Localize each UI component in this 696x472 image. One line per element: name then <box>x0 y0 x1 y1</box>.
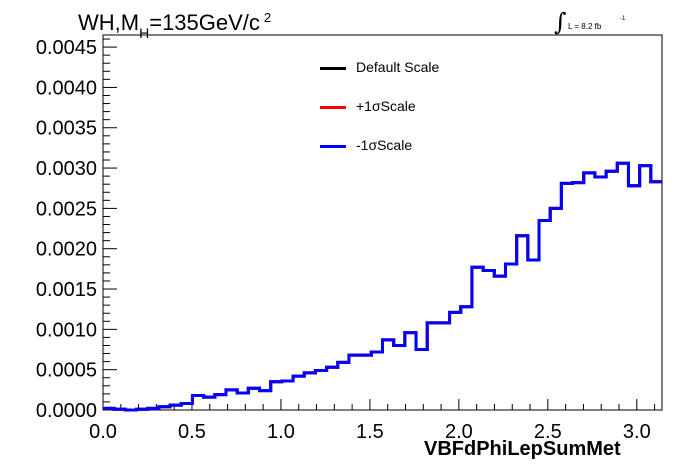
title-main: WH,M <box>78 10 140 35</box>
series-line-2 <box>103 161 662 412</box>
y-tick-label: 0.0025 <box>36 198 97 220</box>
luminosity-text: L = 8.2 fb <box>568 22 602 31</box>
legend-swatch-plus1sigma <box>320 106 346 109</box>
y-tick-label: 0.0035 <box>36 118 97 140</box>
series-group <box>103 161 662 412</box>
x-axis-label: VBFdPhiLepSumMet <box>424 438 621 460</box>
legend-label-plus1sigma: +1σScale <box>356 98 416 114</box>
y-tick-label: 0.0040 <box>36 77 97 99</box>
y-tick-label: 0.0000 <box>36 400 97 422</box>
y-tick-label: 0.0045 <box>36 37 97 59</box>
plot-frame <box>102 34 663 411</box>
x-tick-label: 3.0 <box>623 421 651 443</box>
legend-swatch-default <box>320 67 346 70</box>
title-superscript: 2 <box>263 10 272 25</box>
y-tick-label: 0.0030 <box>36 158 97 180</box>
y-tick-label: 0.0005 <box>36 360 97 382</box>
y-tick-label: 0.0010 <box>36 319 97 341</box>
legend-label-default: Default Scale <box>356 59 440 75</box>
x-tick-label: 0.5 <box>178 421 206 443</box>
y-tick-label: 0.0020 <box>36 239 97 261</box>
y-tick-label: 0.0015 <box>36 279 97 301</box>
y-axis: 0.0000 0.0005 0.0010 0.0015 0.0020 0.0025 0.00… <box>36 37 117 422</box>
legend-label-minus1sigma: -1σScale <box>356 137 413 153</box>
title-rest: =135GeV/c <box>149 10 260 35</box>
integral-icon: ∫ <box>554 8 567 36</box>
series-line-0 <box>103 161 662 412</box>
title-subscript: H <box>139 25 150 41</box>
plot-border <box>102 34 663 411</box>
x-axis: 0.0 0.5 1.0 1.5 2.0 2.5 3.0 <box>89 399 656 443</box>
legend-swatch-minus1sigma <box>320 145 346 148</box>
x-tick-label: 1.0 <box>267 421 295 443</box>
x-tick-label: 2.5 <box>534 421 562 443</box>
x-tick-label: 1.5 <box>356 421 384 443</box>
chart-title: WH,MH=135GeV/c 2 <box>78 10 271 41</box>
x-tick-label: 2.0 <box>445 421 473 443</box>
x-tick-label: 0.0 <box>89 421 117 443</box>
luminosity-superscript: -1 <box>620 16 626 22</box>
series-line-1 <box>103 161 662 412</box>
